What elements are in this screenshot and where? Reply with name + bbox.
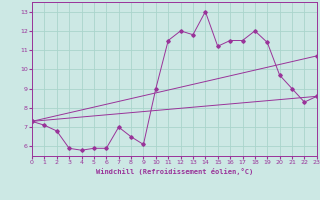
X-axis label: Windchill (Refroidissement éolien,°C): Windchill (Refroidissement éolien,°C) bbox=[96, 168, 253, 175]
